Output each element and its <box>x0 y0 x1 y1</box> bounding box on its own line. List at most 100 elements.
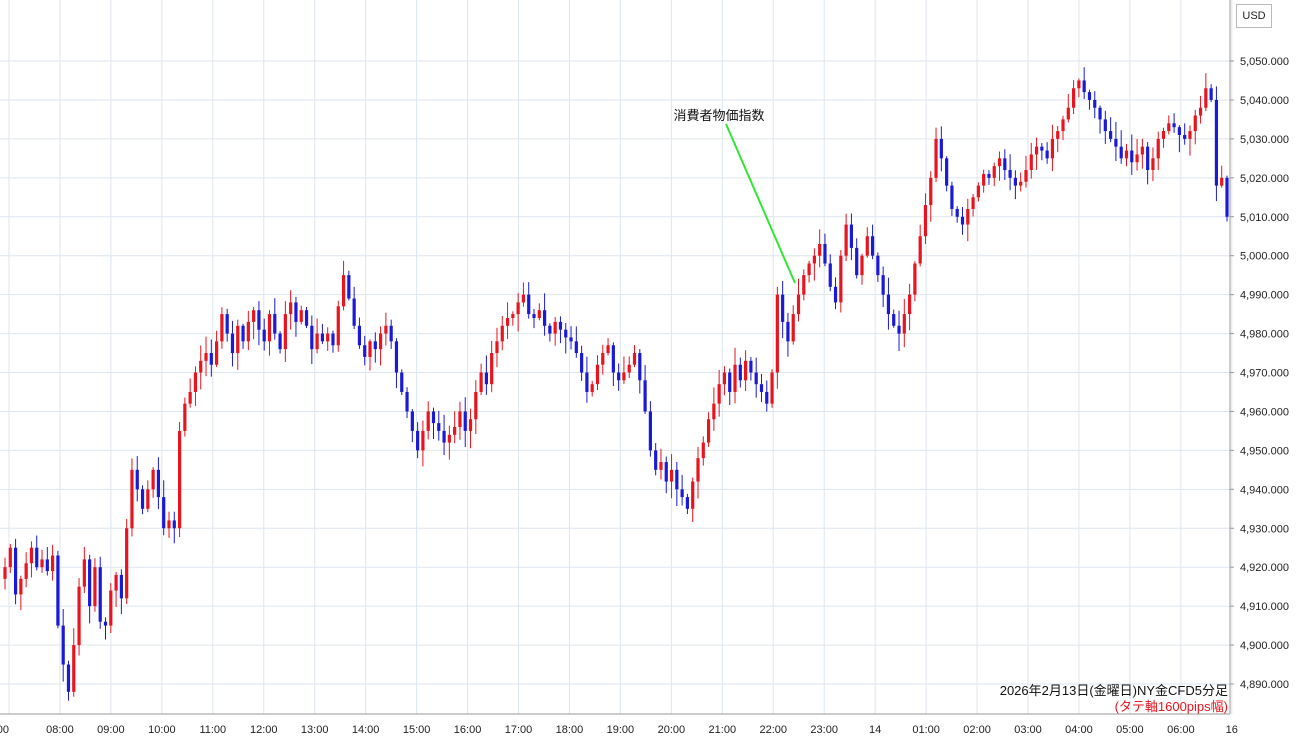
y-tick-label: 4,990.000 <box>1240 290 1289 302</box>
candle-body <box>283 314 287 350</box>
candle-body <box>976 185 980 198</box>
candle-body <box>40 559 44 568</box>
x-tick-label: 18:00 <box>556 724 584 736</box>
candle-body <box>1045 150 1049 159</box>
y-tick-label: 5,020.000 <box>1240 173 1289 185</box>
candle-body <box>580 353 584 373</box>
candle-body <box>796 294 801 315</box>
candle-body <box>500 325 504 342</box>
candle-body <box>146 489 150 509</box>
candle-body <box>119 574 123 599</box>
candle-body <box>738 364 742 381</box>
candle-body <box>51 555 55 572</box>
candle-body <box>775 294 779 373</box>
candle-body <box>717 384 721 404</box>
candle-body <box>611 345 615 373</box>
candle-body <box>1098 107 1102 120</box>
currency-selector[interactable]: USD <box>1236 4 1272 28</box>
candle-body <box>373 341 377 350</box>
candle-body <box>918 236 922 264</box>
candle-body <box>1109 131 1113 139</box>
candle-body <box>786 321 790 342</box>
x-tick-label: 14 <box>869 724 881 736</box>
y-tick-label: 5,000.000 <box>1240 251 1289 263</box>
candle-body <box>230 333 235 354</box>
candle-body <box>691 481 695 509</box>
candle-body <box>1183 134 1187 139</box>
candle-body <box>685 497 690 509</box>
candle-body <box>45 559 49 572</box>
candle-body <box>384 325 388 334</box>
candle-body <box>590 384 594 392</box>
candle-body <box>558 321 563 330</box>
candle-body <box>807 263 811 276</box>
y-tick-label: 5,050.000 <box>1240 56 1289 68</box>
y-tick-label: 4,910.000 <box>1240 601 1289 613</box>
candle-body <box>632 353 637 365</box>
y-tick-label: 5,040.000 <box>1240 95 1289 107</box>
x-tick-label: 02:00 <box>963 724 991 736</box>
candle-body <box>183 403 187 431</box>
candle-body <box>733 364 737 392</box>
candle-body <box>659 462 663 470</box>
candle-body <box>289 302 293 315</box>
y-tick-label: 4,930.000 <box>1240 523 1289 535</box>
candle-body <box>870 236 875 256</box>
candle-body <box>484 372 488 385</box>
candle-body <box>304 310 309 326</box>
candle-body <box>341 275 346 307</box>
candle-body <box>860 255 864 276</box>
x-tick-label: 20:00 <box>658 724 686 736</box>
candle-body <box>162 497 166 529</box>
chart-title: 2026年2月13日(金曜日)NY金CFD5分足 <box>999 683 1228 698</box>
candle-body <box>320 333 325 342</box>
x-tick-label: 22:00 <box>759 724 787 736</box>
candle-body <box>463 411 467 431</box>
y-tick-label: 4,900.000 <box>1240 640 1289 652</box>
candle-body <box>828 263 832 287</box>
candle-body <box>103 621 108 626</box>
candle-body <box>1071 88 1076 108</box>
grid-lines <box>0 0 1233 714</box>
candle-body <box>315 333 319 350</box>
candle-body <box>833 286 838 303</box>
x-tick-label: 03:00 <box>1014 724 1042 736</box>
candle-body <box>601 353 605 365</box>
candle-body <box>987 173 991 178</box>
x-tick-label: 11:00 <box>199 724 226 736</box>
x-tick-label: :00 <box>0 724 9 736</box>
candle-body <box>902 314 906 334</box>
candle-body <box>701 442 705 459</box>
candle-body <box>966 208 970 225</box>
candle-body <box>1198 107 1203 116</box>
candle-body <box>88 559 92 607</box>
currency-label: USD <box>1242 10 1266 22</box>
candle-body <box>606 345 610 354</box>
candle-body <box>24 563 28 579</box>
candle-body <box>310 325 314 350</box>
x-tick-label: 08:00 <box>46 724 74 736</box>
candle-body <box>8 547 12 568</box>
candle-body <box>913 263 917 295</box>
candle-body <box>262 329 266 342</box>
candle-body <box>177 430 182 529</box>
candle-body <box>802 275 806 295</box>
chart-subtitle: (タテ軸1600pips幅) <box>1114 699 1228 714</box>
candle-body <box>1214 99 1219 186</box>
candle-body <box>1061 119 1065 132</box>
candle-body <box>664 462 668 482</box>
candle-body <box>151 469 155 490</box>
candle-body <box>595 364 600 385</box>
x-tick-label: 17:00 <box>505 724 533 736</box>
candle-body <box>1008 170 1012 178</box>
candle-body <box>77 586 81 646</box>
candle-body <box>252 310 256 322</box>
candle-body <box>542 310 547 326</box>
candle-body <box>331 333 335 346</box>
candle-body <box>199 360 203 373</box>
candle-body <box>246 321 250 342</box>
candle-body <box>299 310 303 322</box>
candle-body <box>728 372 732 392</box>
candle-body <box>622 372 626 381</box>
candle-body <box>98 567 102 622</box>
